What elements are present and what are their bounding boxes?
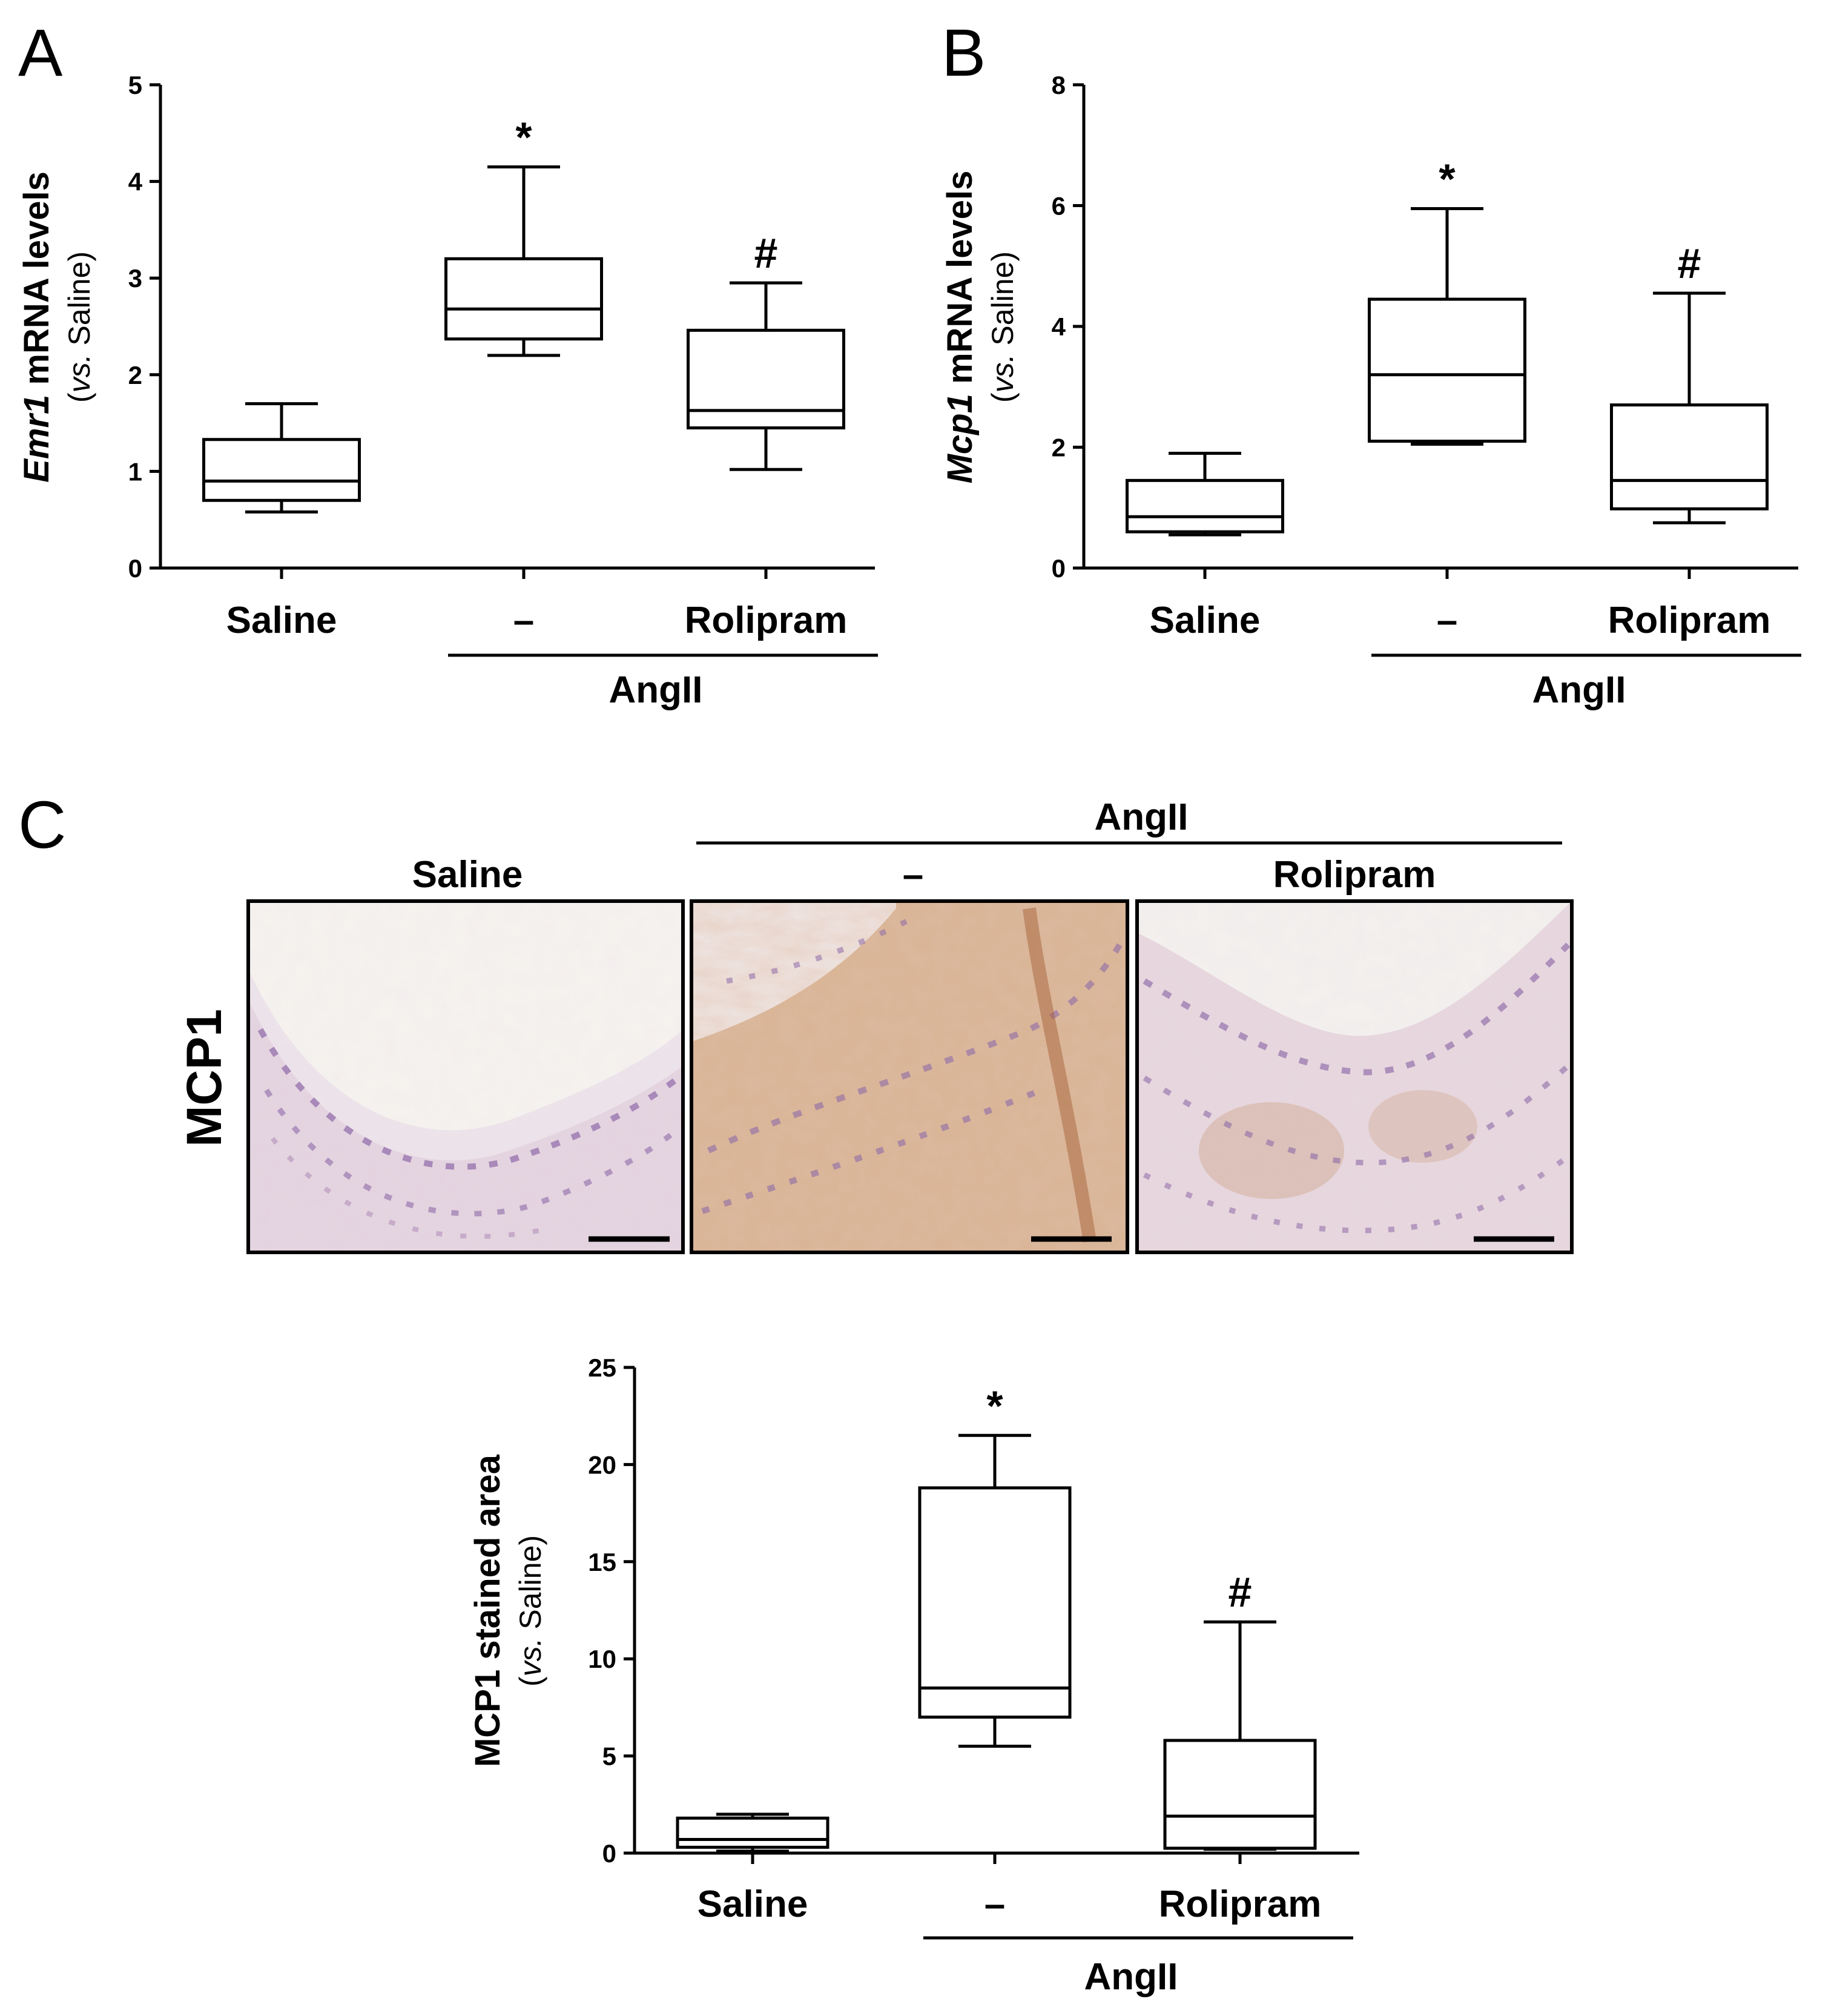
- chart-b-mcp1: 0 2 4 6 8 Saline – Rolipram AngII Mcp1 mRNA level…: [940, 71, 1801, 711]
- significance-marker: #: [754, 230, 778, 277]
- y-tick-label: 1: [128, 457, 142, 486]
- y-tick-label: 5: [602, 1742, 616, 1771]
- x-category-label: Saline: [698, 1883, 808, 1925]
- x-category-label: Rolipram: [685, 600, 848, 641]
- panel-letter-c: C: [18, 788, 66, 862]
- y-tick-label: 10: [588, 1645, 616, 1673]
- group-label: AngII: [609, 669, 703, 711]
- y-axis-subtitle: (vs. Saline): [513, 1535, 547, 1687]
- y-tick-label: 15: [588, 1548, 616, 1576]
- y-tick-label: 6: [1052, 192, 1066, 220]
- box-iqr: [1126, 478, 1284, 534]
- x-category-label: Rolipram: [1159, 1883, 1322, 1925]
- y-tick-label: 8: [1052, 71, 1066, 99]
- micrograph-header: AngII Saline – Rolipram MCP1: [177, 796, 1562, 1147]
- y-tick-label: 0: [128, 554, 142, 583]
- micrograph-col-label-rolipram: Rolipram: [1273, 854, 1436, 896]
- y-tick-label: 4: [1052, 312, 1066, 341]
- x-category-label: –: [1437, 600, 1457, 641]
- y-tick-label: 3: [128, 264, 142, 292]
- x-category-label: Rolipram: [1608, 600, 1771, 641]
- y-tick-label: 4: [128, 168, 143, 196]
- group-label: AngII: [1084, 1956, 1178, 1998]
- group-label: AngII: [1532, 669, 1626, 711]
- y-tick-label: 25: [588, 1353, 616, 1382]
- y-tick-label: 20: [588, 1450, 616, 1479]
- y-axis-title: Emr1 mRNA levels: [17, 171, 56, 483]
- significance-marker: *: [515, 114, 532, 161]
- significance-marker: #: [1678, 240, 1701, 287]
- significance-marker: #: [1229, 1568, 1252, 1616]
- micrograph-angii: [690, 899, 1129, 1254]
- panel-letter-b: B: [942, 16, 986, 90]
- micrograph-row-label: MCP1: [177, 1009, 232, 1147]
- y-axis-title: MCP1 stained area: [468, 1454, 507, 1767]
- box-iqr: [202, 438, 361, 502]
- box-iqr: [1610, 403, 1769, 511]
- box-iqr: [687, 328, 845, 430]
- x-category-label: –: [984, 1883, 1005, 1925]
- box-iqr: [918, 1486, 1072, 1719]
- box-iqr: [1368, 297, 1526, 443]
- panel-letter-a: A: [18, 16, 63, 90]
- box-iqr: [444, 257, 603, 341]
- chart-a-emr1: 0 1 2 3 4 5 Saline – Rolipram AngII Emr1 mRNA leve…: [17, 71, 878, 711]
- chart-c-mcp1-stained-area: 0 5 10 15 20 25 Saline – Rolipram AngII MCP1 stain…: [468, 1353, 1359, 1998]
- micrograph-col-label-angii: –: [903, 854, 923, 896]
- x-category-label: Saline: [1150, 600, 1261, 641]
- significance-marker: *: [986, 1382, 1003, 1429]
- box-iqr: [1163, 1739, 1317, 1850]
- micrograph-col-label-saline: Saline: [412, 854, 523, 896]
- y-tick-label: 2: [1052, 434, 1066, 462]
- y-tick-label: 5: [128, 71, 142, 99]
- x-category-label: Saline: [226, 600, 337, 641]
- y-axis-title: Mcp1 mRNA levels: [940, 171, 980, 484]
- y-tick-label: 2: [128, 361, 142, 389]
- box-iqr: [676, 1816, 829, 1849]
- significance-marker: *: [1439, 155, 1456, 202]
- y-tick-label: 0: [602, 1839, 616, 1868]
- y-axis-subtitle: (vs. Saline): [986, 251, 1020, 403]
- micrograph-saline: [246, 899, 685, 1254]
- y-axis-subtitle: (vs. Saline): [62, 251, 96, 403]
- x-category-label: –: [513, 600, 534, 641]
- micrograph-rolipram: [1135, 899, 1574, 1254]
- micrograph-group-label: AngII: [1095, 796, 1189, 838]
- y-tick-label: 0: [1052, 554, 1066, 583]
